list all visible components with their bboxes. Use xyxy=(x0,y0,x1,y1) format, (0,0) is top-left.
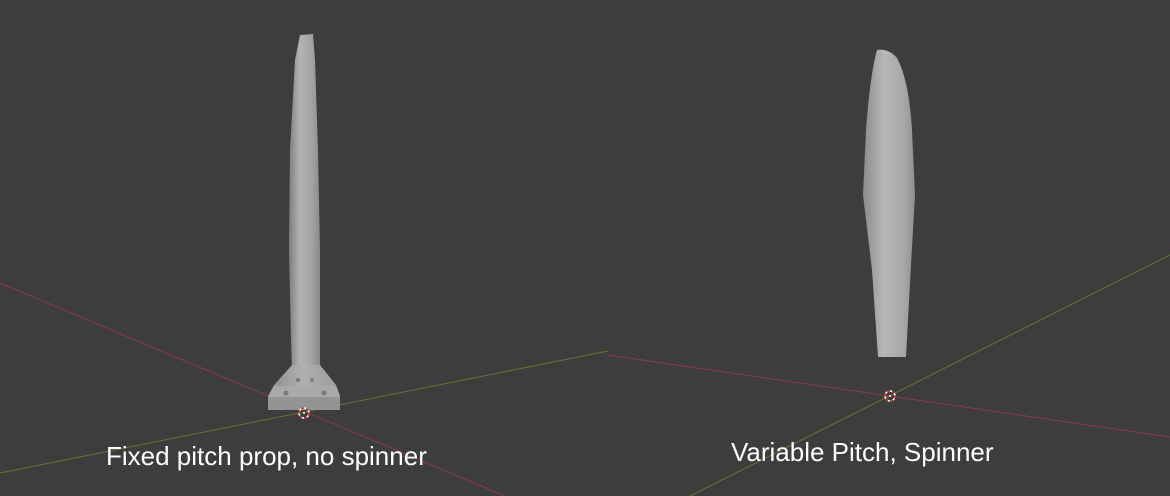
3d-cursor-icon[interactable] xyxy=(298,407,310,419)
hub-bolt xyxy=(296,378,300,382)
hub-bolt xyxy=(310,378,314,382)
scene-left[interactable] xyxy=(0,0,608,496)
hub-base-side xyxy=(268,397,340,410)
viewport-left[interactable]: Fixed pitch prop, no spinner xyxy=(0,0,608,496)
3d-cursor-icon[interactable] xyxy=(884,390,896,402)
fixed-pitch-blade-model[interactable] xyxy=(289,34,320,370)
x-axis-line xyxy=(0,282,506,496)
variable-pitch-blade-model[interactable] xyxy=(863,49,915,358)
hub-base-top-face xyxy=(268,386,340,397)
viewport-caption: Variable Pitch, Spinner xyxy=(731,437,994,467)
viewport-caption: Fixed pitch prop, no spinner xyxy=(106,441,427,471)
hub-bolt xyxy=(283,390,289,396)
hub-bolt xyxy=(321,390,327,396)
y-axis-line xyxy=(689,254,1170,496)
scene-right[interactable] xyxy=(608,0,1170,496)
viewport-right[interactable]: Variable Pitch, Spinner xyxy=(608,0,1170,496)
